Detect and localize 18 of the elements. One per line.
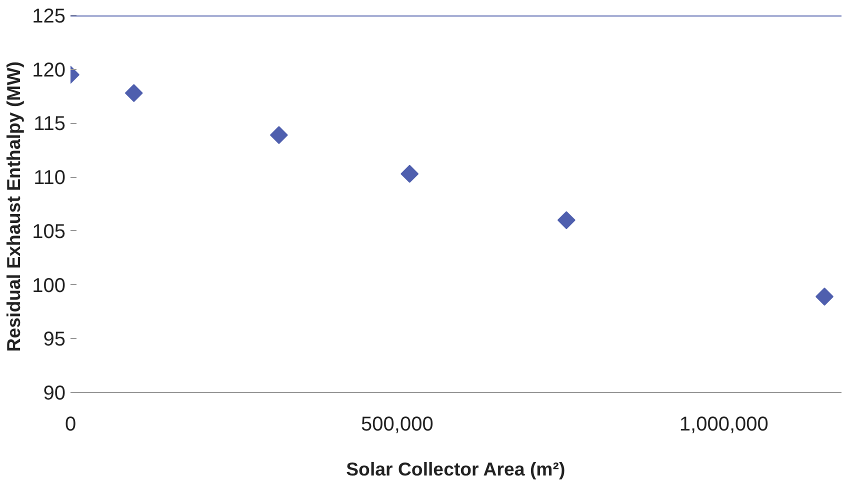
y-tick-label: 100	[32, 274, 66, 297]
y-tick-label: 115	[34, 113, 66, 136]
point	[557, 211, 576, 230]
y-tick-label: 125	[32, 6, 66, 28]
y-tick-label: 105	[32, 220, 66, 243]
point	[270, 126, 288, 144]
y-tick-label: 120	[32, 59, 66, 82]
y-tick-label: 90	[43, 382, 66, 404]
x-tick-label: 1,000,000	[679, 414, 768, 436]
y-tick-label: 110	[34, 167, 66, 190]
x-tick-label: 0	[64, 414, 76, 436]
y-axis-title: Residual Exhaust Enthalpy (MW)	[3, 61, 24, 352]
point	[816, 288, 834, 306]
y-tick-label: 95	[43, 328, 66, 351]
x-axis-title: Solar Collector Area (m²)	[346, 458, 566, 480]
x-tick-label: 500,000	[361, 414, 434, 436]
point	[400, 164, 419, 183]
point	[124, 84, 143, 102]
